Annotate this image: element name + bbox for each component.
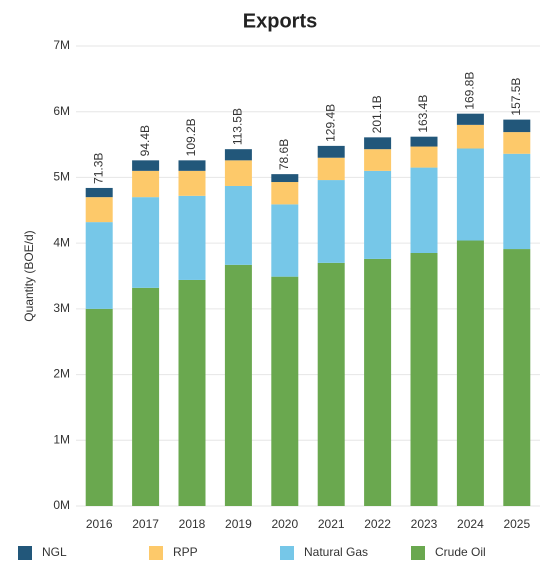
top-label: 169.8B bbox=[463, 72, 477, 110]
top-label: 94.4B bbox=[138, 125, 152, 156]
bar-segment bbox=[364, 170, 392, 259]
x-tick-label: 2018 bbox=[179, 517, 206, 531]
bar-segment bbox=[503, 249, 531, 507]
bar-segment bbox=[456, 113, 484, 125]
bar-segment bbox=[364, 149, 392, 171]
bar-segment bbox=[503, 132, 531, 154]
x-tick-label: 2025 bbox=[503, 517, 530, 531]
legend-swatch bbox=[149, 546, 163, 560]
top-label: 71.3B bbox=[91, 153, 105, 184]
legend-label: Crude Oil bbox=[435, 545, 486, 559]
bar-segment bbox=[317, 157, 345, 181]
x-tick-label: 2024 bbox=[457, 517, 484, 531]
bar-segment bbox=[410, 167, 438, 253]
bar-segment bbox=[224, 185, 252, 265]
legend-label: Natural Gas bbox=[304, 545, 368, 559]
bar-segment bbox=[178, 170, 206, 196]
bar-segment bbox=[85, 187, 113, 198]
bar-segment bbox=[410, 136, 438, 147]
y-tick-label: 0M bbox=[53, 498, 70, 512]
y-axis-label: Quantity (BOE/d) bbox=[22, 230, 36, 321]
top-label: 129.4B bbox=[323, 104, 337, 142]
bar-segment bbox=[271, 204, 299, 277]
y-tick-label: 7M bbox=[53, 38, 70, 52]
bar-segment bbox=[224, 160, 252, 186]
legend-label: NGL bbox=[42, 545, 67, 559]
bar-segment bbox=[132, 170, 160, 198]
x-tick-label: 2019 bbox=[225, 517, 252, 531]
bar-segment bbox=[364, 137, 392, 150]
bar-segment bbox=[456, 148, 484, 241]
y-tick-label: 5M bbox=[53, 170, 70, 184]
bar-segment bbox=[271, 182, 299, 205]
x-tick-label: 2020 bbox=[271, 517, 298, 531]
bar-segment bbox=[224, 149, 252, 161]
legend-label: RPP bbox=[173, 545, 198, 559]
top-label: 163.4B bbox=[416, 95, 430, 133]
y-tick-label: 1M bbox=[53, 432, 70, 446]
x-tick-label: 2016 bbox=[86, 517, 113, 531]
bar-segment bbox=[132, 160, 160, 171]
bar-segment bbox=[85, 197, 113, 223]
legend-swatch bbox=[280, 546, 294, 560]
bar-segment bbox=[271, 174, 299, 183]
bar-segment bbox=[85, 222, 113, 309]
bar-segment bbox=[503, 153, 531, 250]
bar-segment bbox=[410, 253, 438, 506]
bar-segment bbox=[224, 264, 252, 506]
y-tick-label: 4M bbox=[53, 235, 70, 249]
legend-swatch bbox=[18, 546, 32, 560]
bar-segment bbox=[132, 197, 160, 288]
bar-segment bbox=[364, 258, 392, 506]
bar-segment bbox=[317, 145, 345, 158]
top-label: 201.1B bbox=[370, 95, 384, 133]
bar-segment bbox=[178, 160, 206, 171]
bar-segment bbox=[503, 119, 531, 133]
x-tick-label: 2017 bbox=[132, 517, 159, 531]
top-label: 157.5B bbox=[509, 78, 523, 116]
chart-title: Exports bbox=[243, 10, 317, 32]
y-tick-label: 2M bbox=[53, 367, 70, 381]
legend-swatch bbox=[411, 546, 425, 560]
bar-segment bbox=[271, 276, 299, 506]
y-tick-label: 3M bbox=[53, 301, 70, 315]
top-label: 113.5B bbox=[231, 108, 245, 145]
bar-segment bbox=[317, 262, 345, 506]
bar-segment bbox=[456, 124, 484, 149]
top-label: 109.2B bbox=[184, 118, 198, 156]
x-tick-label: 2022 bbox=[364, 517, 391, 531]
y-tick-label: 6M bbox=[53, 104, 70, 118]
bar-segment bbox=[456, 240, 484, 506]
bar-segment bbox=[85, 308, 113, 506]
bar-segment bbox=[178, 279, 206, 506]
x-tick-label: 2021 bbox=[318, 517, 345, 531]
bar-segment bbox=[178, 195, 206, 280]
x-tick-label: 2023 bbox=[411, 517, 438, 531]
bar-segment bbox=[132, 287, 160, 506]
bar-segment bbox=[317, 180, 345, 263]
top-label: 78.6B bbox=[277, 139, 291, 170]
bar-segment bbox=[410, 146, 438, 168]
